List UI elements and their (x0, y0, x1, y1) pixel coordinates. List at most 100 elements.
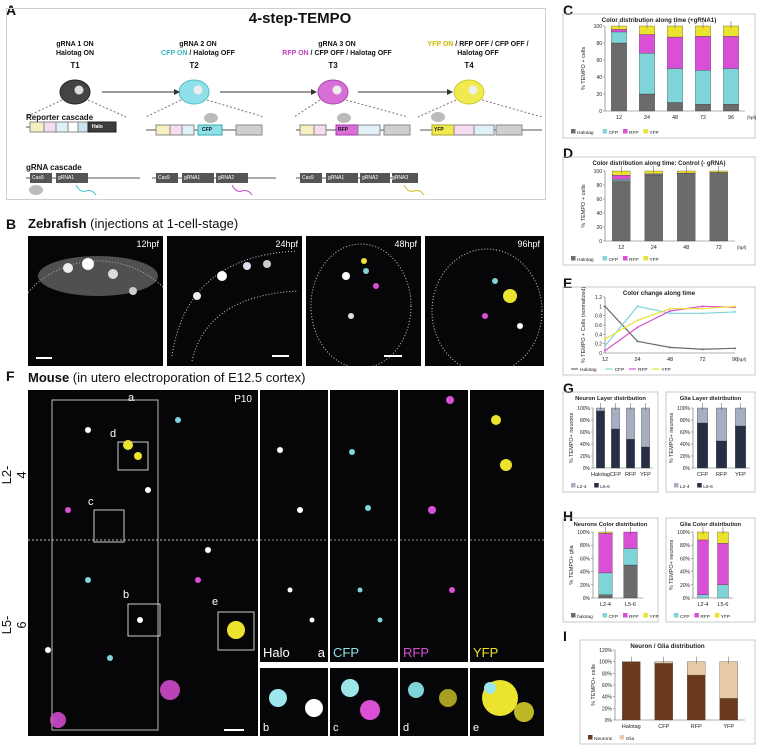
x-tick-label-e: 48 (667, 357, 673, 363)
y-label-g1: % TEMPO+ neurons (569, 413, 575, 464)
point-e-halotag (734, 347, 736, 350)
channel-label-yfp: YFP (473, 645, 499, 660)
x-tick-label-g2: YFP (735, 472, 746, 478)
bar-c-halotag (695, 104, 711, 112)
y-tick-label-i: 100% (599, 660, 612, 666)
y-tick-label-h2: 60% (680, 556, 691, 562)
legend-label-h1: halotag (577, 614, 593, 620)
channel-yfp: YFP (470, 390, 544, 662)
legend-label-d: YFP (649, 257, 658, 263)
step-4-sub-color: YFP ON (427, 41, 454, 48)
bar-h2-cfp (717, 584, 729, 599)
x-unit-d: (hpf) (737, 245, 747, 250)
point-e-halotag (669, 346, 671, 349)
bar-g2-l2-4 (716, 407, 727, 442)
grna2-box-2: gRNA2 (218, 175, 235, 181)
zoom-label-b: b (263, 722, 270, 734)
point-e-rfp (604, 349, 606, 352)
step-3-sub: / CFP OFF / Halotag OFF (308, 50, 392, 57)
y-tick-label-g2: 60% (680, 430, 691, 436)
y-label-e: % TEMPO + Cells (normalized) (581, 287, 587, 364)
y-tick-label-c: 20 (596, 92, 602, 98)
point-e-yfp (734, 305, 736, 308)
t2-label: T2 (189, 61, 199, 70)
y-tick-label-i: 60% (602, 683, 613, 689)
legend-swatch-h1 (623, 613, 628, 618)
t3-label: T3 (328, 61, 338, 70)
panel-b-title-bold: Zebrafish (28, 216, 87, 231)
panel-b-title: Zebrafish (injections at 1-cell-stage) (28, 216, 238, 231)
x-tick-label-g1: RFP (625, 472, 636, 478)
bar-c-cfp (695, 70, 711, 105)
grna1-box-1: gRNA1 (58, 175, 75, 181)
chart-frame-d (562, 156, 756, 266)
t4-label: T4 (464, 61, 474, 70)
zebrafish-image-48hpf: 48hpf (306, 236, 421, 366)
y-tick-label-i: 20% (602, 706, 613, 712)
grna-cascade-label: gRNA cascade (26, 163, 82, 172)
y-label-c: % TEMPO + cells (581, 47, 587, 90)
y-tick-label-h1: 40% (580, 570, 591, 576)
roi-label-d: d (110, 428, 117, 440)
y-tick-label-h2: 20% (680, 583, 691, 589)
step-3-on: gRNA 3 ON (318, 41, 356, 48)
y-tick-label-e: 0.2 (595, 342, 602, 348)
legend-label-g1: L5-6 (600, 484, 610, 490)
step-4-sub2: Halotag OFF (457, 50, 499, 57)
panel-f-title-bold: Mouse (28, 370, 70, 385)
channel-letter-halo: a (317, 645, 325, 660)
y-tick-label-h2: 80% (680, 543, 691, 549)
point-e-yfp (701, 307, 704, 310)
bar-g2-l5-6 (716, 440, 727, 469)
bar-c-rfp (667, 36, 683, 69)
legend-swatch-c (602, 129, 608, 134)
step-1-sub: Halotag ON (55, 50, 95, 57)
bar-h1-halotag (598, 594, 613, 599)
x-tick-label-c: 96 (728, 115, 734, 121)
bar-g1-l5-6 (641, 446, 650, 469)
legend-label-c: YFP (649, 130, 658, 136)
legend-label-e: Halotag (580, 367, 597, 373)
zoom-e: e (470, 668, 544, 736)
y-tick-label-i: 0% (605, 718, 613, 724)
chart-frame-h2 (665, 517, 756, 623)
legend-swatch-c (571, 129, 576, 134)
y-tick-label-d: 80 (596, 183, 602, 189)
line-e-cfp (604, 305, 736, 347)
legend-swatch-d (623, 256, 628, 261)
step-4-sub: / RFP OFF / CFP OFF / (453, 41, 529, 48)
y-tick-label-h2: 100% (677, 530, 690, 536)
bar-i-neurons (622, 661, 641, 721)
x-tick-label-c: 24 (644, 115, 650, 121)
rfp-box-label: RFP (338, 127, 348, 133)
bar-h1-halotag (623, 564, 638, 599)
bar-c-rfp (611, 29, 627, 33)
panel-a-frame (6, 8, 546, 200)
bar-d-halotag (709, 172, 728, 242)
bar-c-halotag (639, 93, 655, 112)
legend-label-g2: L5-6 (703, 484, 713, 490)
x-tick-label-h2: L5-6 (717, 602, 728, 608)
y-tick-label-c: 100 (594, 24, 603, 30)
legend-swatch-h1 (643, 613, 648, 618)
panel-f-title: Mouse (in utero electroporation of E12.5… (28, 370, 305, 385)
step-1-header: gRNA 1 ON Halotag ON (20, 40, 130, 58)
bar-g2-l5-6 (735, 425, 746, 469)
panel-b-title-rest: (injections at 1-cell-stage) (86, 216, 239, 231)
legend-label-g1: L2-4 (577, 484, 587, 490)
y-tick-label-h1: 60% (580, 556, 591, 562)
bar-h1-rfp (598, 533, 613, 574)
y-tick-label-h2: 0% (683, 596, 691, 602)
y-tick-label-d: 40 (596, 211, 602, 217)
chart-frame-g1 (562, 391, 659, 493)
x-tick-label-g2: CFP (697, 472, 708, 478)
point-e-cfp (604, 345, 606, 347)
point-e-rfp (701, 305, 704, 308)
panel-label-a: A (6, 2, 17, 18)
x-tick-label-i: CFP (658, 724, 669, 730)
x-tick-label-g2: RFP (716, 472, 727, 478)
x-tick-label-d: 48 (683, 245, 689, 251)
chart-frame-i (579, 639, 756, 745)
bar-c-cfp (611, 31, 627, 44)
bar-d-halotag (677, 174, 696, 242)
